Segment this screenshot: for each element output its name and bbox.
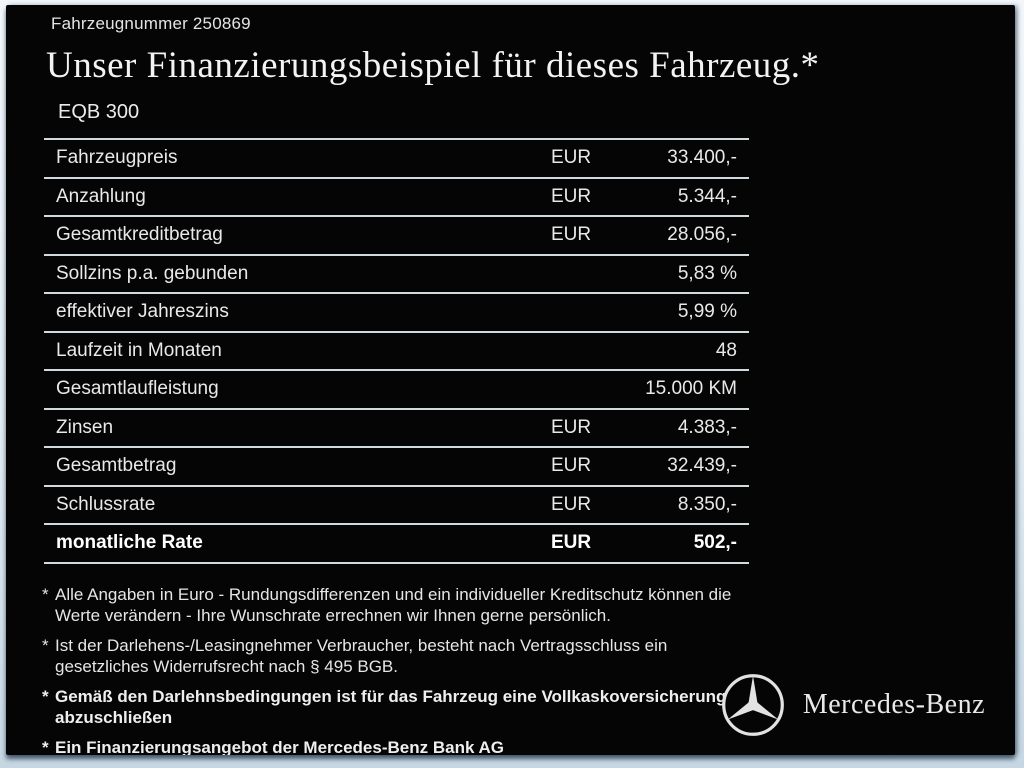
row-value: 5,99 %: [677, 301, 737, 323]
footnote-item: * Ein Finanzierungsangebot der Mercedes-…: [42, 737, 744, 756]
brand-wordmark: Mercedes-Benz: [802, 689, 985, 720]
brand-signature: Mercedes-Benz: [719, 667, 997, 743]
table-row: Gesamtlaufleistung 15.000 KM: [44, 371, 749, 410]
table-row: Anzahlung EUR 5.344,-: [44, 179, 749, 217]
row-value: 48: [715, 339, 737, 361]
finance-offer-slide: Fahrzeugnummer 250869 Unser Finanzierung…: [6, 5, 1015, 755]
footnote-text: Alle Angaben in Euro - Rundungsdifferenz…: [55, 584, 732, 625]
row-value: 28.056,-: [667, 224, 737, 246]
footnote-marker: *: [42, 584, 49, 604]
row-value: 5,83 %: [677, 262, 737, 284]
row-label: Laufzeit in Monaten: [56, 339, 222, 361]
row-label: monatliche Rate: [56, 532, 203, 554]
row-label: Gesamtkreditbetrag: [56, 224, 223, 246]
footnote-marker: *: [42, 737, 49, 756]
row-currency: EUR: [551, 185, 592, 207]
row-value: 502,-: [693, 532, 737, 554]
table-row: Zinsen EUR 4.383,-: [44, 410, 749, 448]
row-label: Fahrzeugpreis: [56, 147, 178, 169]
row-value: 32.439,-: [667, 455, 737, 477]
page-title: Unser Finanzierungsbeispiel für dieses F…: [46, 45, 820, 86]
footnote-item: * Alle Angaben in Euro - Rundungsdiffere…: [42, 584, 744, 626]
table-row: Laufzeit in Monaten 48: [44, 333, 749, 371]
row-value: 15.000 KM: [645, 378, 737, 400]
row-label: Gesamtbetrag: [56, 455, 177, 477]
footnote-item: * Gemäß den Darlehnsbedingungen ist für …: [42, 686, 744, 728]
row-value: 4.383,-: [677, 416, 737, 438]
footnote-text: Gemäß den Darlehnsbedingungen ist für da…: [55, 686, 727, 727]
model-name: EQB 300: [58, 101, 140, 123]
row-label: Sollzins p.a. gebunden: [56, 262, 249, 284]
footnote-marker: *: [42, 635, 49, 655]
row-currency: EUR: [551, 455, 592, 477]
row-label: Schlussrate: [56, 493, 156, 515]
mercedes-star-icon: [721, 674, 784, 736]
table-row: effektiver Jahreszins 5,99 %: [44, 294, 749, 333]
finance-table: Fahrzeugpreis EUR 33.400,- Anzahlung EUR…: [44, 138, 749, 564]
table-row: Gesamtkreditbetrag EUR 28.056,-: [44, 217, 749, 256]
row-currency: EUR: [551, 532, 592, 554]
row-currency: EUR: [551, 416, 592, 438]
row-label: Anzahlung: [56, 185, 146, 207]
table-row: Sollzins p.a. gebunden 5,83 %: [44, 256, 749, 294]
vehicle-number: Fahrzeugnummer 250869: [51, 14, 251, 33]
table-row: Gesamtbetrag EUR 32.439,-: [44, 448, 749, 487]
row-value: 5.344,-: [677, 185, 737, 207]
footnote-item: * Ist der Darlehens-/Leasingnehmer Verbr…: [42, 635, 744, 677]
row-label: Gesamtlaufleistung: [56, 378, 219, 400]
row-label: effektiver Jahreszins: [56, 301, 229, 323]
table-row: Fahrzeugpreis EUR 33.400,-: [44, 140, 749, 179]
footnotes: * Alle Angaben in Euro - Rundungsdiffere…: [42, 584, 744, 756]
row-currency: EUR: [551, 147, 592, 169]
table-row: monatliche Rate EUR 502,-: [44, 525, 749, 564]
row-label: Zinsen: [56, 416, 114, 438]
row-value: 8.350,-: [677, 493, 737, 515]
row-value: 33.400,-: [667, 147, 737, 169]
row-currency: EUR: [551, 224, 592, 246]
footnote-text: Ein Finanzierungsangebot der Mercedes-Be…: [55, 737, 505, 756]
footnote-marker: *: [42, 686, 49, 706]
table-row: Schlussrate EUR 8.350,-: [44, 487, 749, 525]
footnote-text: Ist der Darlehens-/Leasingnehmer Verbrau…: [55, 635, 668, 676]
row-currency: EUR: [551, 493, 592, 515]
